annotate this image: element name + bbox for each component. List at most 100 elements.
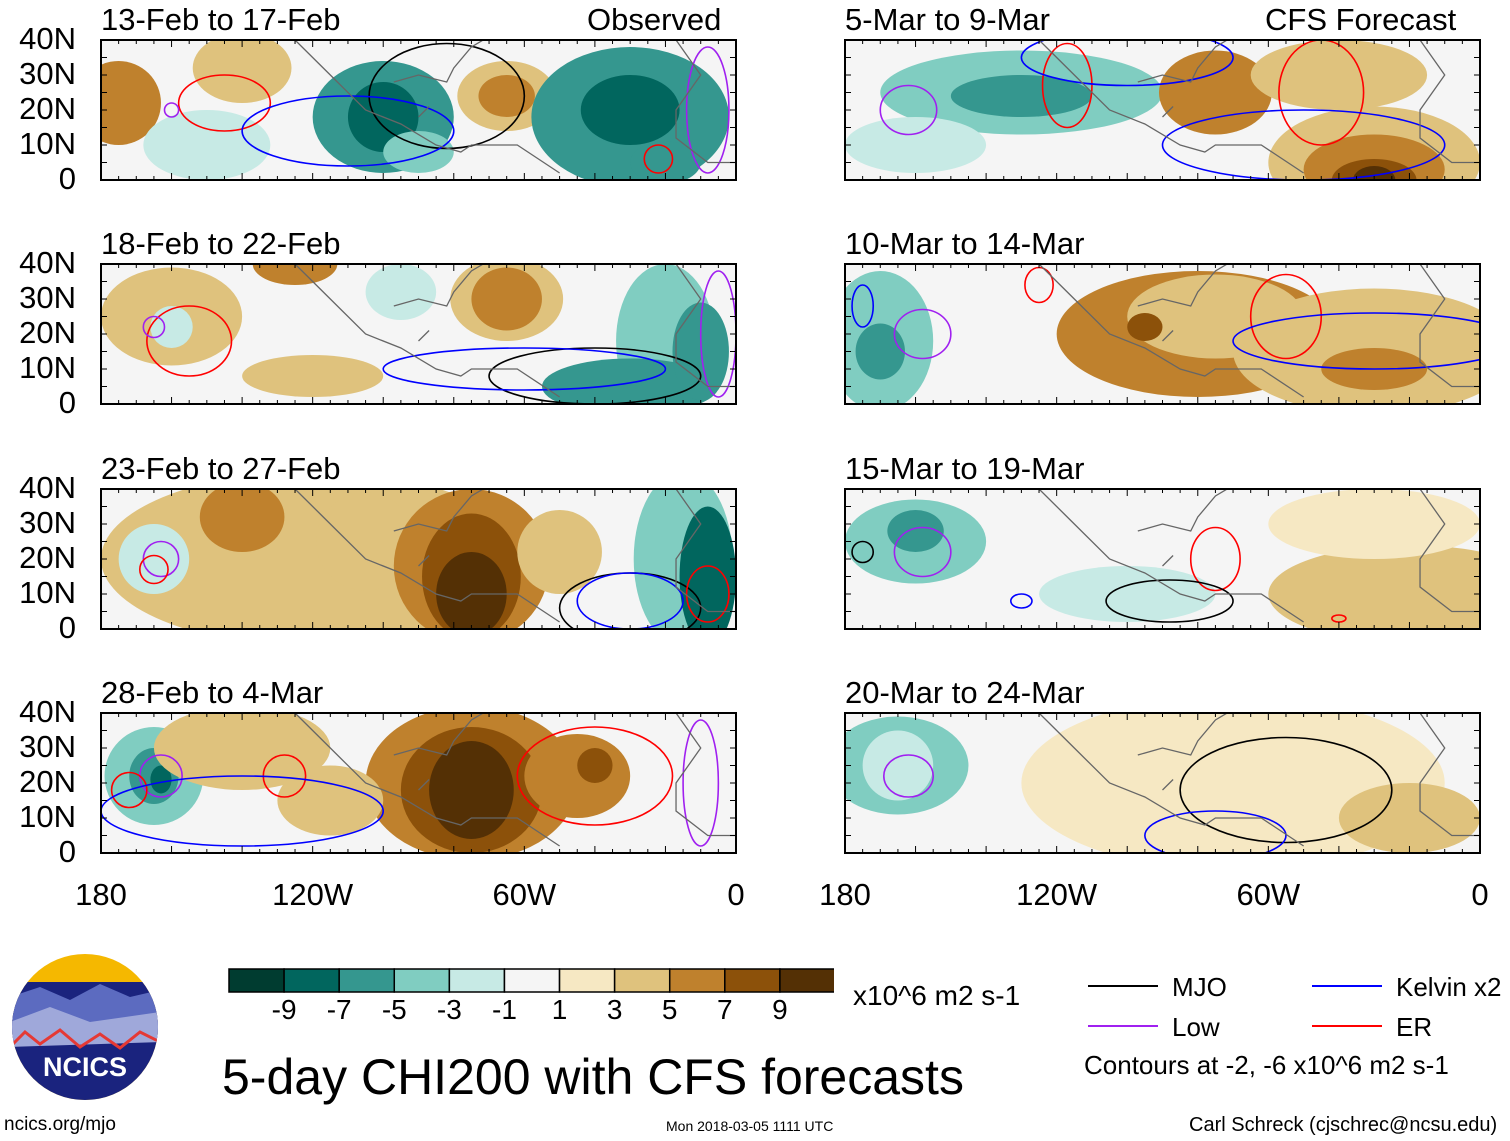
anomaly-shading (101, 61, 161, 145)
contour-low (883, 754, 934, 798)
contour-kelvin (382, 347, 667, 391)
x-tick-label: 120W (1016, 877, 1098, 912)
anomaly-shading (1268, 545, 1480, 629)
anomaly-shading (887, 510, 944, 552)
coastline (294, 40, 736, 174)
panel-title: 5-Mar to 9-Mar (845, 2, 1050, 37)
figure-title: 5-day CHI200 with CFS forecasts (222, 1049, 964, 1105)
anomaly-shading (436, 552, 507, 629)
panel-title: 18-Feb to 22-Feb (101, 226, 341, 261)
panel-title: 15-Mar to 19-Mar (845, 451, 1085, 486)
legend-line (1088, 1025, 1158, 1027)
observed-label: Observed (587, 2, 722, 37)
url-label: ncics.org/mjo (4, 1114, 116, 1135)
y-tick-label: 30N (19, 280, 76, 315)
anomaly-shading (383, 131, 454, 173)
colorbar-tick-label: 3 (606, 994, 623, 1025)
contour-er (146, 305, 233, 377)
map-panel (844, 488, 1481, 630)
y-tick-label: 0 (58, 610, 76, 645)
coastline (294, 264, 736, 398)
anomaly-shading (429, 741, 514, 839)
anomaly-shading (524, 734, 631, 818)
legend-label: ER (1396, 1012, 1433, 1042)
x-tick-label: 0 (727, 877, 745, 912)
colorbar-swatch (503, 968, 561, 993)
anomaly-shading (862, 730, 934, 801)
x-tick-label: 120W (272, 877, 354, 912)
anomaly-shading (192, 40, 292, 103)
colorbar-swatch (393, 968, 451, 993)
coastline (1038, 713, 1480, 847)
legend-label: MJO (1172, 972, 1227, 1002)
colorbar-swatch (668, 968, 726, 993)
y-tick-label: 0 (58, 161, 76, 196)
anomaly-shading (577, 748, 613, 783)
timestamp: Mon 2018-03-05 1111 UTC (666, 1118, 834, 1134)
forecast-label: CFS Forecast (1265, 2, 1457, 37)
panel-title: 28-Feb to 4-Mar (101, 675, 324, 710)
x-tick-label: 60W (492, 877, 557, 912)
colorbar (228, 968, 834, 993)
map-panel (844, 712, 1481, 854)
anomaly-shading (143, 110, 271, 180)
legend-line (1312, 985, 1382, 987)
y-tick-label: 40N (19, 470, 76, 505)
contour-kelvin (1010, 593, 1033, 609)
colorbar-swatch (448, 968, 506, 993)
x-tick-label: 60W (1236, 877, 1301, 912)
anomaly-shading (471, 267, 542, 331)
anomaly-shading (679, 506, 736, 629)
colorbar-swatch (558, 968, 616, 993)
y-tick-label: 10N (19, 799, 76, 834)
anomaly-shading (118, 524, 190, 594)
panel-title: 13-Feb to 17-Feb (101, 2, 341, 37)
coastline (1038, 40, 1480, 174)
contour-mjo (1179, 736, 1393, 844)
anomaly-shading (1127, 313, 1163, 341)
anomaly-shading (199, 489, 285, 552)
colorbar-swatch (779, 968, 834, 993)
contour-er (1189, 526, 1241, 592)
anomaly-shading (1268, 489, 1480, 559)
contour-er (110, 771, 148, 809)
x-tick-label: 180 (819, 877, 871, 912)
y-tick-label: 40N (19, 694, 76, 729)
colorbar-swatch (613, 968, 671, 993)
y-tick-label: 20N (19, 315, 76, 350)
contour-mjo (851, 540, 875, 564)
anomaly-shading (277, 765, 384, 836)
anomaly-shading (365, 264, 437, 320)
contour-low (893, 526, 952, 578)
anomaly-shading (478, 75, 535, 117)
colorbar-tick-label: -1 (492, 994, 517, 1025)
y-tick-label: 10N (19, 575, 76, 610)
y-tick-label: 0 (58, 834, 76, 869)
anomaly-shading (950, 75, 1092, 117)
anomaly-shading (1338, 783, 1480, 853)
colorbar-swatch (724, 968, 781, 993)
logo-text: NCICS (43, 1052, 127, 1082)
contour-low (682, 719, 720, 847)
map-panel (100, 488, 737, 630)
anomaly-shading (580, 75, 680, 145)
colorbar-tick-label: 1 (551, 994, 568, 1025)
y-tick-label: 20N (19, 91, 76, 126)
map-panel (844, 39, 1481, 181)
contour-low (879, 84, 938, 136)
panel-title: 20-Mar to 24-Mar (845, 675, 1085, 710)
anomaly-shading (1250, 40, 1428, 110)
contour-er (177, 74, 272, 132)
anomaly-shading (1021, 713, 1445, 853)
anomaly-shading (855, 323, 905, 380)
anomaly-shading (845, 117, 987, 173)
coastline (294, 489, 736, 623)
y-tick-label: 0 (58, 385, 76, 420)
y-tick-label: 20N (19, 764, 76, 799)
anomaly-shading (1039, 566, 1216, 622)
contour-mjo (488, 347, 702, 404)
units-label: x10^6 m2 s-1 (853, 980, 1021, 1011)
contour-note: Contours at -2, -6 x10^6 m2 s-1 (1084, 1050, 1449, 1080)
contour-kelvin (1020, 40, 1234, 87)
